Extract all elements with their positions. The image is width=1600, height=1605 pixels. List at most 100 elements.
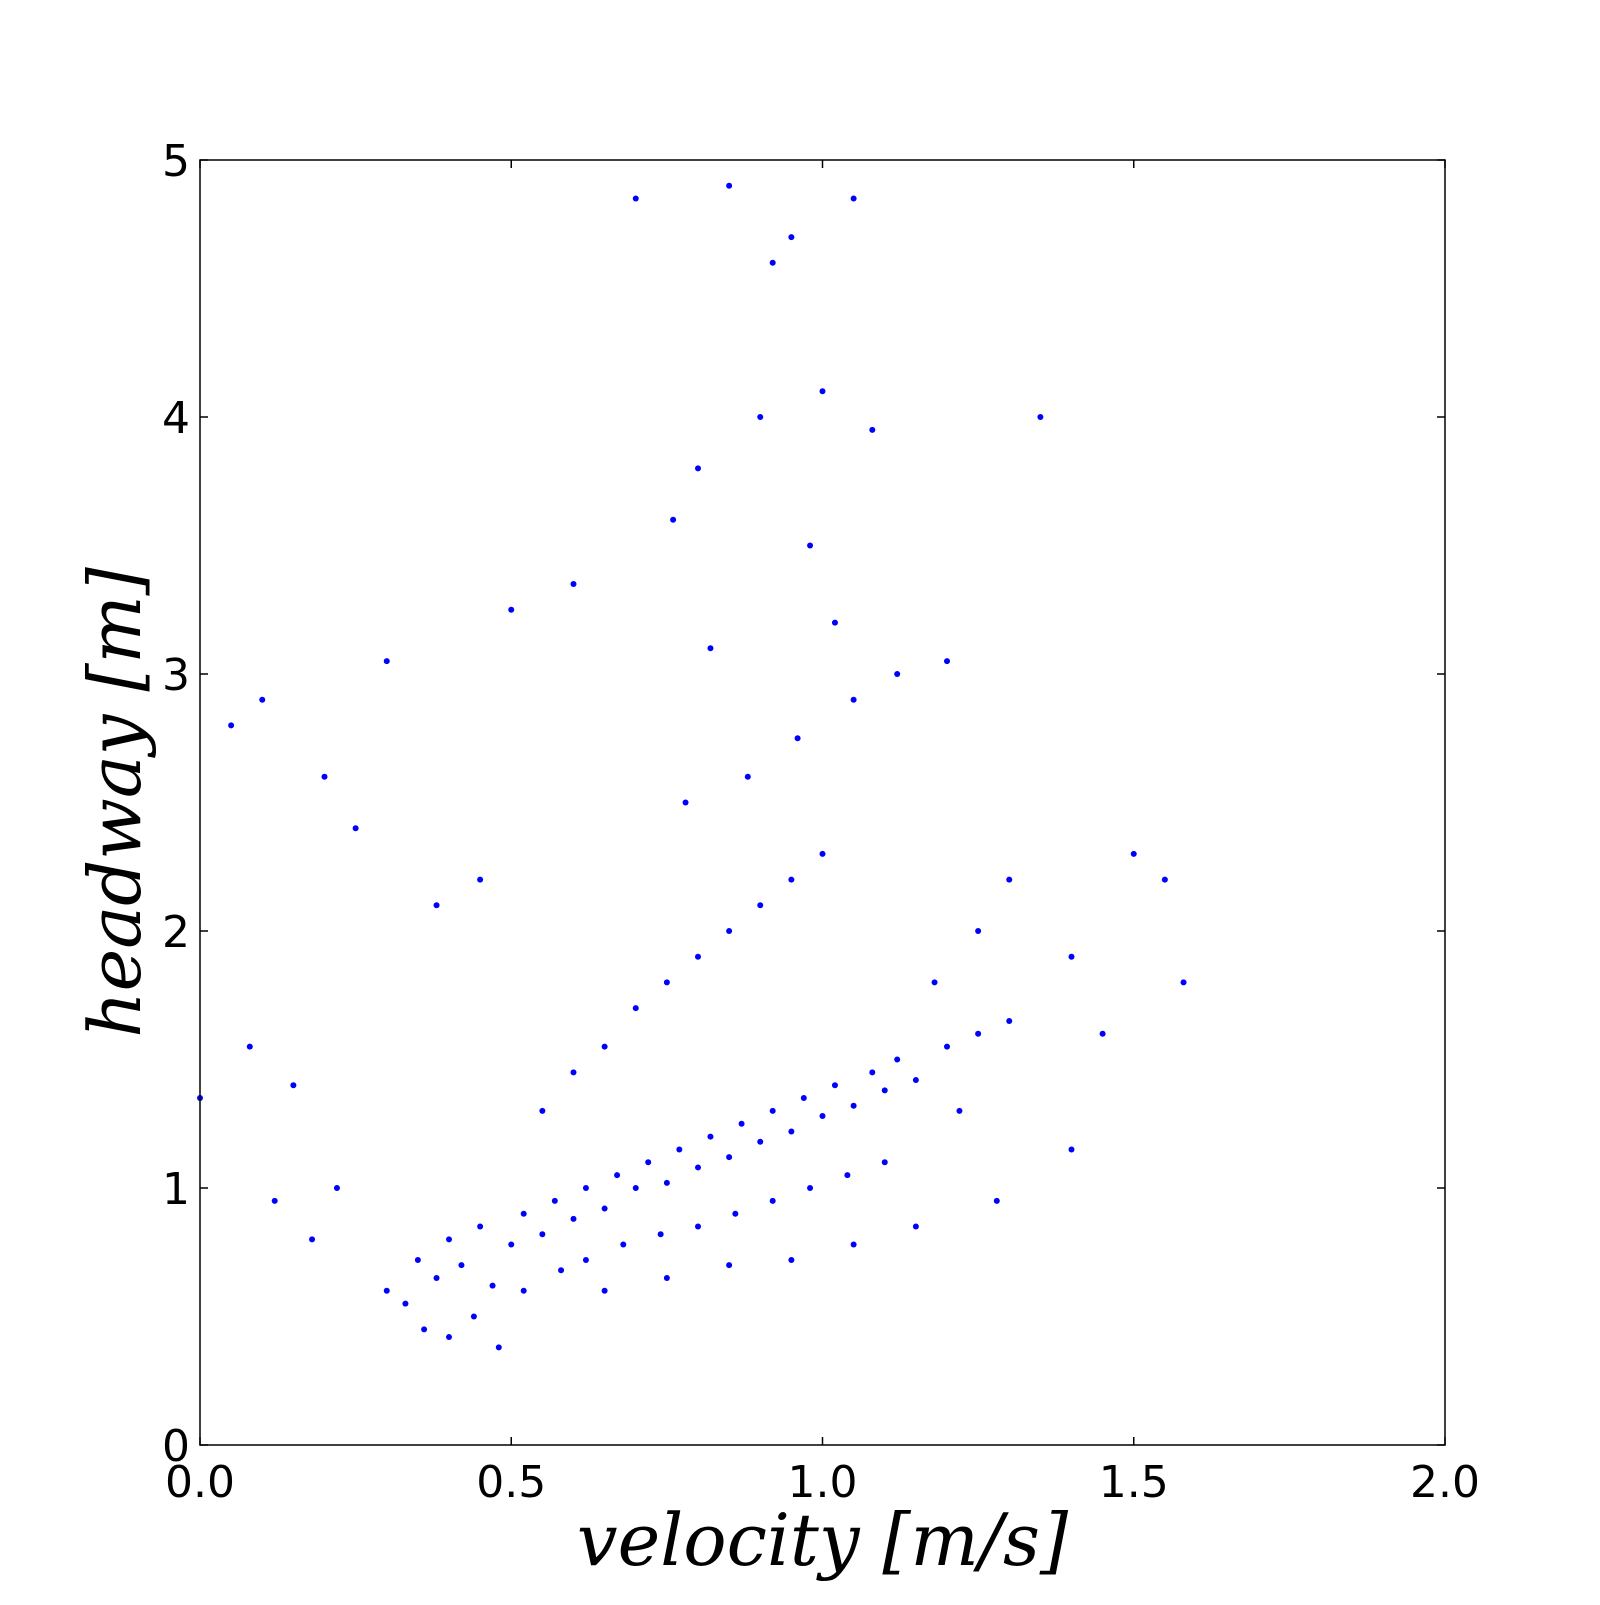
x-tick-label: 1.0 (788, 1457, 858, 1508)
scatter-point (956, 1107, 963, 1114)
scatter-point (520, 1287, 527, 1294)
scatter-point (757, 1138, 764, 1145)
scatter-point (726, 1262, 733, 1269)
x-tick-label: 0.5 (476, 1457, 546, 1508)
scatter-point (477, 876, 484, 883)
scatter-point (788, 234, 795, 241)
scatter-point (993, 1197, 1000, 1204)
x-tick-label: 1.5 (1099, 1457, 1169, 1508)
scatter-point (290, 1082, 297, 1089)
scatter-point (228, 722, 235, 729)
scatter-point (446, 1236, 452, 1243)
scatter-point (614, 1172, 621, 1179)
scatter-point (246, 1043, 253, 1050)
scatter-point (912, 1223, 919, 1230)
scatter-point (695, 465, 701, 472)
scatter-point (433, 902, 440, 909)
scatter-point (558, 1267, 565, 1274)
scatter-point (495, 1344, 502, 1351)
y-tick-label: 5 (162, 136, 190, 187)
scatter-point (645, 1159, 652, 1166)
scatter-point (582, 1185, 589, 1191)
scatter-point (421, 1326, 428, 1333)
scatter-point (458, 1262, 465, 1269)
scatter-point (663, 979, 670, 986)
scatter-point (726, 928, 733, 934)
scatter-point (433, 1274, 440, 1281)
scatter-point (807, 542, 814, 549)
scatter-point (383, 1287, 390, 1294)
scatter-point (944, 1043, 950, 1050)
y-tick-label: 2 (162, 907, 190, 958)
scatter-point (844, 1172, 851, 1179)
scatter-point (570, 1069, 577, 1076)
ticks-layer: 0.0 0.5 1.0 1.5 2.0 0 1 2 3 4 5 (162, 136, 1480, 1508)
scatter-point (695, 953, 701, 960)
scatter-point (383, 658, 390, 665)
scatter-point (670, 516, 677, 523)
scatter-point (321, 773, 328, 780)
scatter-point (769, 259, 776, 266)
scatter-point (1130, 850, 1137, 857)
scatter-point (446, 1334, 452, 1341)
scatter-point (259, 696, 266, 703)
scatter-point (850, 1241, 857, 1248)
scatter-point (757, 902, 764, 909)
scatter-point (744, 773, 751, 780)
scatter-point (676, 1146, 683, 1153)
scatter-point (912, 1077, 919, 1084)
scatter-point (663, 1274, 670, 1281)
scatter-point (695, 1223, 701, 1230)
y-tick-label: 3 (162, 650, 190, 701)
scatter-point (800, 1095, 807, 1102)
scatter-point (632, 195, 639, 202)
scatter-point (539, 1107, 546, 1114)
scatter-point (788, 876, 795, 883)
scatter-point (402, 1300, 409, 1307)
y-tick-label: 4 (162, 393, 190, 444)
scatter-point (850, 195, 857, 202)
scatter-point (570, 581, 577, 588)
y-axis-label: headway [m] (73, 566, 157, 1037)
scatter-point (931, 979, 938, 986)
scatter-point (601, 1287, 608, 1294)
scatter-point (788, 1128, 795, 1135)
scatter-point (819, 850, 826, 857)
x-axis-label: velocity [m/s] (577, 1498, 1069, 1582)
scatter-point (682, 799, 689, 806)
scatter-point (788, 1256, 795, 1263)
scatter-point (726, 182, 733, 189)
scatter-point (663, 1179, 670, 1186)
scatter-point (489, 1282, 496, 1289)
scatter-point (732, 1210, 739, 1217)
scatter-point (539, 1231, 546, 1238)
scatter-point (819, 388, 826, 395)
scatter-point (869, 426, 876, 433)
scatter-point (850, 1102, 857, 1109)
scatter-point (1068, 1146, 1075, 1153)
y-tick-label: 1 (162, 1164, 190, 1215)
scatter-point (1006, 876, 1013, 883)
scatter-point (738, 1120, 745, 1127)
scatter-point (657, 1231, 664, 1238)
scatter-point (582, 1256, 589, 1263)
plot-frame (199, 159, 1446, 1446)
scatter-point (944, 658, 950, 665)
scatter-point (831, 1082, 838, 1089)
scatter-point (881, 1159, 888, 1166)
y-tick-label: 0 (162, 1421, 190, 1472)
scatter-point (508, 606, 515, 613)
scatter-point (1161, 876, 1168, 883)
scatter-point (975, 1030, 982, 1037)
scatter-point (769, 1107, 776, 1114)
scatter-point (707, 645, 714, 652)
scatter-point (1037, 414, 1044, 420)
points-layer (197, 182, 1187, 1351)
scatter-point (520, 1210, 527, 1217)
x-tick-label: 0.0 (165, 1457, 235, 1508)
scatter-point (508, 1241, 515, 1248)
scatter-point (601, 1043, 608, 1050)
scatter-point (632, 1185, 639, 1191)
